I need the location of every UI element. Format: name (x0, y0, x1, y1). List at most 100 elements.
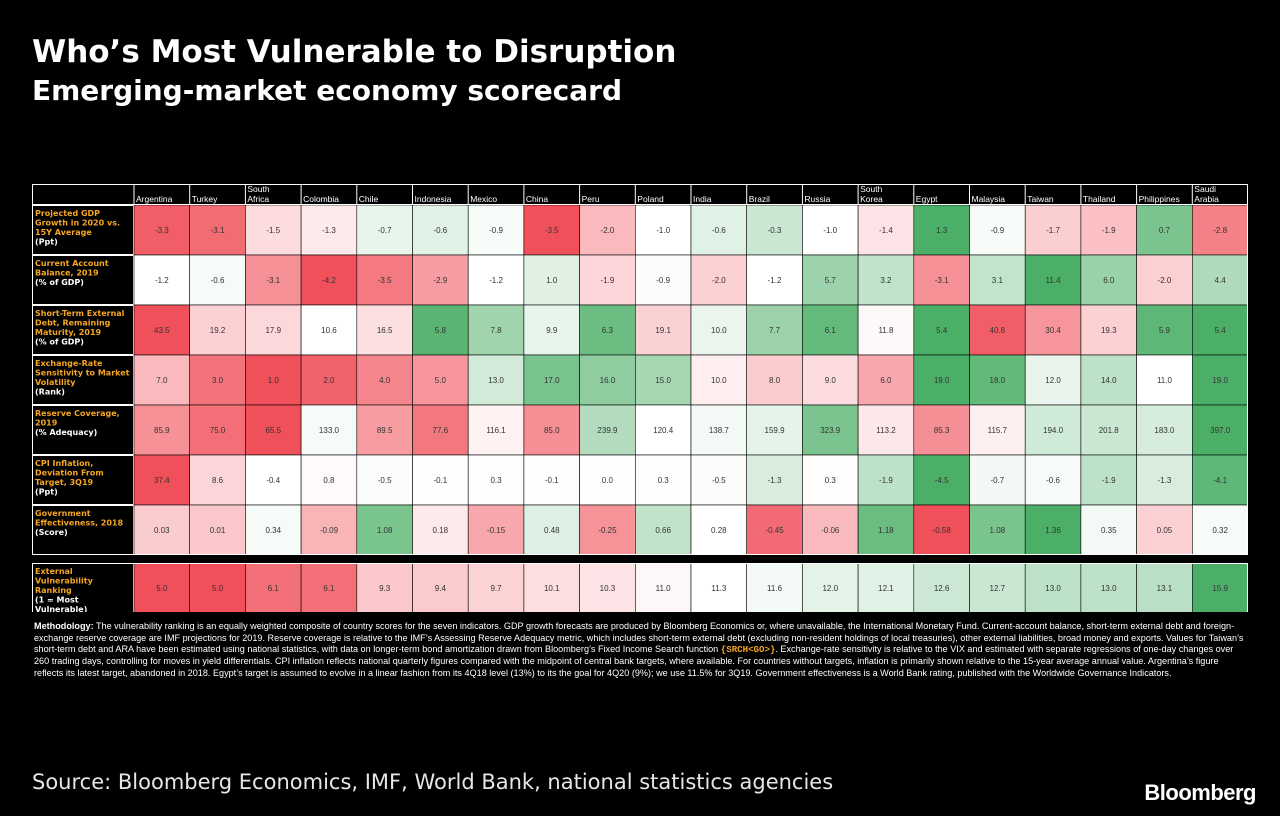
cell-value: 10.6 (321, 326, 337, 335)
heatmap-cell (634, 254, 692, 306)
row-label-line: CPI Inflation, (35, 459, 93, 468)
heatmap-cell (969, 504, 1026, 556)
heatmap-cell (1136, 504, 1193, 556)
heatmap-cell (1192, 562, 1248, 612)
cell-value: 11.0 (1157, 376, 1173, 385)
cell-value: 19.3 (1101, 326, 1117, 335)
cell-value: 1.0 (268, 376, 280, 385)
cell-value: -1.0 (823, 226, 837, 235)
heatmap-cell (634, 304, 692, 356)
heatmap-cell (579, 254, 636, 306)
heatmap-cell (857, 204, 915, 256)
cell-value: 13.0 (488, 376, 504, 385)
cell-value: 85.3 (934, 426, 950, 435)
column-header: Russia (804, 194, 830, 204)
cell-value: 17.0 (544, 376, 560, 385)
cell-value: 0.35 (1101, 526, 1117, 535)
cell-value: 19.1 (655, 326, 671, 335)
cell-value: -2.0 (1158, 276, 1172, 285)
cell-value: 0.03 (154, 526, 170, 535)
row-unit-label: (% Adequacy) (35, 428, 97, 437)
heatmap-cell (133, 354, 191, 406)
heatmap-cell (133, 204, 191, 256)
cell-value: 120.4 (653, 426, 674, 435)
chart-subtitle: Emerging-market economy scorecard (32, 74, 623, 107)
cell-value: -0.9 (489, 226, 503, 235)
cell-value: -0.1 (545, 476, 559, 485)
heatmap-cell (356, 404, 413, 456)
heatmap-cell (1192, 204, 1248, 256)
methodology-label: Methodology: (34, 621, 94, 631)
cell-value: -3.5 (378, 276, 392, 285)
cell-value: 19.0 (1212, 376, 1228, 385)
cell-value: 138.7 (709, 426, 730, 435)
cell-value: -0.4 (266, 476, 280, 485)
cell-value: 13.1 (1157, 584, 1173, 593)
cell-value: 194.0 (1043, 426, 1064, 435)
heatmap-cell (467, 204, 525, 256)
cell-value: -0.5 (712, 476, 726, 485)
heatmap-cell (412, 454, 469, 506)
heatmap-cell (857, 504, 915, 556)
heatmap-cell (245, 404, 302, 456)
row-label-line: Sensitivity to Market (35, 369, 130, 378)
heatmap-cell (969, 562, 1026, 612)
cell-value: 5.0 (435, 376, 447, 385)
cell-value: -0.15 (487, 526, 506, 535)
row-unit-label: (% of GDP) (35, 338, 84, 347)
heatmap-cell (857, 454, 915, 506)
row-label-line: 2019 (35, 419, 58, 428)
row-label-line: Debt, Remaining (35, 319, 111, 328)
cell-value: 0.32 (1212, 526, 1228, 535)
cell-value: 6.1 (323, 584, 335, 593)
row-label-cell (32, 405, 134, 455)
heatmap-cell (690, 404, 748, 456)
cell-value: -1.2 (768, 276, 782, 285)
cell-value: 7.8 (490, 326, 502, 335)
column-header: India (693, 194, 712, 204)
cell-value: 0.8 (323, 476, 335, 485)
heatmap-cell (189, 254, 246, 306)
heatmap-cell (746, 504, 803, 556)
heatmap-cell (913, 562, 970, 612)
cell-value: -1.9 (1102, 226, 1116, 235)
heatmap-cell (189, 404, 246, 456)
cell-value: 8.6 (212, 476, 224, 485)
heatmap-cell (1024, 204, 1082, 256)
heatmap-cell (412, 504, 469, 556)
cell-value: 1.0 (546, 276, 558, 285)
cell-value: -0.45 (765, 526, 784, 535)
cell-value: 159.9 (765, 426, 786, 435)
heatmap-cell (802, 304, 859, 356)
heatmap-cell (579, 354, 636, 406)
row-label-cell (32, 355, 134, 405)
cell-value: 85.0 (544, 426, 560, 435)
cell-value: 15.0 (655, 376, 671, 385)
cell-value: 1.3 (936, 226, 948, 235)
methodology-text-1: The vulnerability ranking is an equally … (34, 621, 1244, 655)
row-label-line: Volatility (35, 378, 76, 387)
cell-value: 0.66 (655, 526, 671, 535)
cell-value: 5.8 (435, 326, 447, 335)
cell-value: 0.01 (210, 526, 226, 535)
heatmap-cell (634, 504, 692, 556)
column-header: Peru (582, 194, 600, 204)
row-label-line: Current Account (35, 259, 109, 268)
cell-value: 4.0 (379, 376, 391, 385)
cell-value: 11.0 (656, 584, 672, 593)
heatmap-cell (634, 454, 692, 506)
heatmap-cell (356, 504, 413, 556)
cell-value: 10.0 (711, 326, 727, 335)
cell-value: 5.4 (936, 326, 948, 335)
heatmap-cell (245, 454, 302, 506)
heatmap-cell (412, 562, 469, 612)
heatmap-cell (802, 454, 859, 506)
methodology-text-2: . Exchange-rate sensitivity is relative … (34, 644, 1234, 678)
heatmap-cell (969, 404, 1026, 456)
heatmap-cell (579, 404, 636, 456)
cell-value: -1.3 (768, 476, 782, 485)
bloomberg-logo: Bloomberg (1144, 780, 1256, 805)
cell-value: -0.6 (433, 226, 447, 235)
cell-value: 0.3 (658, 476, 670, 485)
heatmap-cell (913, 204, 970, 256)
